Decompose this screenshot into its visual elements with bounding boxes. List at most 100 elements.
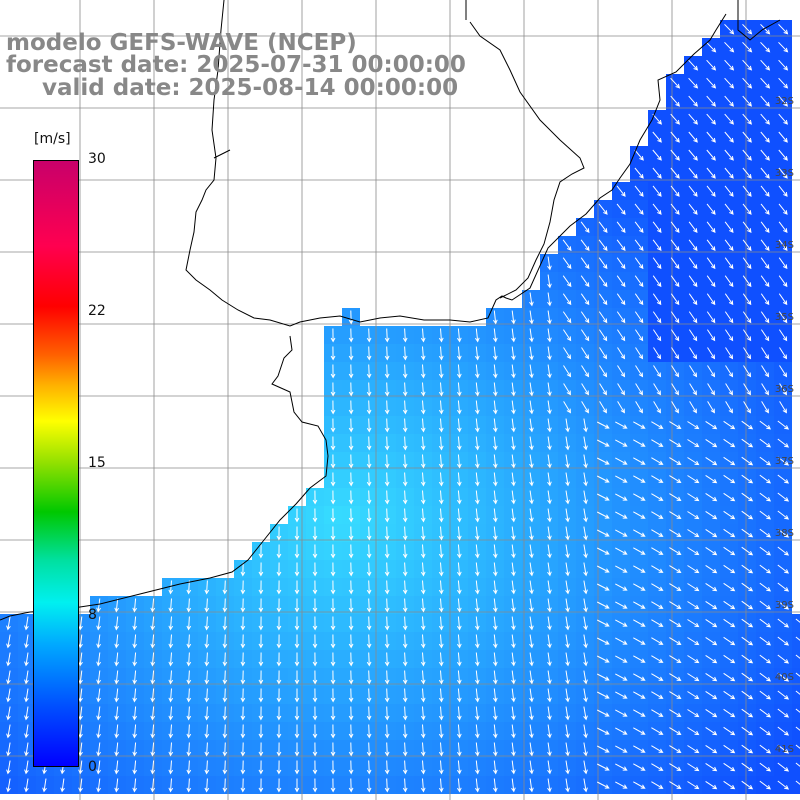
wind-arrow	[529, 508, 534, 523]
wind-arrow	[222, 670, 228, 685]
wind-arrow	[276, 688, 282, 703]
wind-arrow	[438, 580, 444, 595]
wind-arrow	[759, 708, 772, 718]
wind-arrow	[596, 637, 610, 645]
wind-arrow	[759, 690, 772, 700]
wind-arrow	[348, 418, 354, 433]
wind-arrow	[779, 365, 788, 378]
wind-arrow	[186, 616, 192, 631]
wind-arrow	[186, 634, 192, 649]
wind-arrow	[132, 742, 138, 757]
wind-arrow	[616, 203, 626, 215]
wind-arrow	[24, 634, 29, 649]
wind-arrow	[651, 763, 664, 771]
wind-arrow	[474, 652, 480, 667]
wind-arrow	[186, 742, 192, 757]
wind-arrow	[511, 652, 516, 667]
wind-arrow	[420, 706, 426, 721]
wind-arrow	[778, 275, 788, 288]
wind-arrow	[742, 41, 753, 53]
wind-arrow	[598, 311, 608, 324]
wind-arrow	[511, 580, 516, 595]
wind-arrow	[474, 724, 480, 739]
wind-arrow	[652, 221, 662, 234]
wind-arrow	[670, 185, 680, 197]
wind-arrow	[258, 670, 264, 685]
wind-arrow	[168, 580, 174, 595]
wind-arrow	[670, 77, 681, 89]
wind-arrow	[706, 185, 716, 197]
wind-arrow	[276, 652, 282, 667]
wind-arrow	[580, 311, 590, 324]
wind-arrow	[580, 257, 590, 270]
wind-arrow	[777, 708, 790, 718]
wind-arrow	[456, 490, 462, 505]
wind-arrow	[596, 457, 610, 465]
wind-arrow	[547, 526, 552, 541]
wind-arrow	[330, 634, 336, 649]
wind-arrow	[583, 544, 588, 559]
wind-arrow	[222, 634, 228, 649]
wind-arrow	[366, 652, 372, 667]
wind-arrow	[759, 420, 772, 430]
wind-arrow	[688, 221, 698, 234]
wind-arrow	[761, 383, 769, 396]
wind-arrow	[402, 490, 408, 505]
wind-arrow	[420, 382, 426, 397]
wind-arrow	[634, 275, 644, 288]
wind-arrow	[615, 781, 628, 789]
wind-arrow	[615, 673, 628, 681]
wind-arrow	[634, 311, 644, 324]
wind-arrow	[565, 544, 570, 559]
wind-arrow	[634, 239, 644, 252]
wind-arrow	[723, 762, 736, 772]
wind-arrow	[562, 257, 572, 270]
wind-arrow	[474, 454, 480, 469]
wind-arrow	[294, 580, 300, 595]
wind-arrow	[312, 634, 318, 649]
wind-arrow	[633, 457, 646, 465]
wind-arrow	[670, 167, 680, 179]
wind-arrow	[312, 688, 318, 703]
wind-arrow	[706, 167, 716, 179]
wind-arrow	[276, 526, 282, 541]
wind-arrow	[688, 257, 698, 270]
wind-arrow	[240, 562, 246, 577]
wind-arrow	[456, 454, 462, 469]
wind-arrow	[723, 636, 736, 646]
wind-arrow	[24, 778, 29, 793]
wind-arrow	[529, 544, 534, 559]
wind-arrow	[276, 670, 282, 685]
wind-arrow	[651, 655, 664, 663]
wind-arrow	[366, 418, 372, 433]
wind-arrow	[634, 257, 644, 270]
wind-arrow	[511, 544, 516, 559]
wind-arrow	[420, 400, 426, 415]
wind-arrow	[78, 670, 83, 685]
wind-arrow	[596, 421, 610, 429]
wind-arrow	[705, 636, 718, 646]
wind-arrow	[258, 760, 264, 775]
wind-arrow	[420, 652, 426, 667]
wind-arrow	[96, 724, 102, 739]
wind-arrow	[778, 257, 788, 270]
wind-arrow	[204, 724, 210, 739]
wind-arrow	[114, 688, 120, 703]
wind-arrow	[348, 670, 354, 685]
wind-arrow	[402, 526, 408, 541]
wind-arrow	[240, 706, 246, 721]
wind-arrow	[348, 688, 354, 703]
wind-arrow	[348, 724, 354, 739]
wind-arrow	[294, 508, 300, 523]
wind-arrow	[438, 472, 444, 487]
wind-arrow	[562, 293, 572, 306]
wind-arrow	[529, 400, 534, 415]
wind-arrow	[777, 474, 790, 484]
wind-arrow	[240, 598, 246, 613]
wind-arrow	[402, 778, 408, 793]
wind-arrow	[760, 221, 770, 234]
colorbar-unit: [m/s]	[34, 131, 71, 147]
wind-arrow	[24, 688, 29, 703]
wind-arrow	[689, 347, 698, 360]
wind-arrow	[688, 203, 698, 215]
